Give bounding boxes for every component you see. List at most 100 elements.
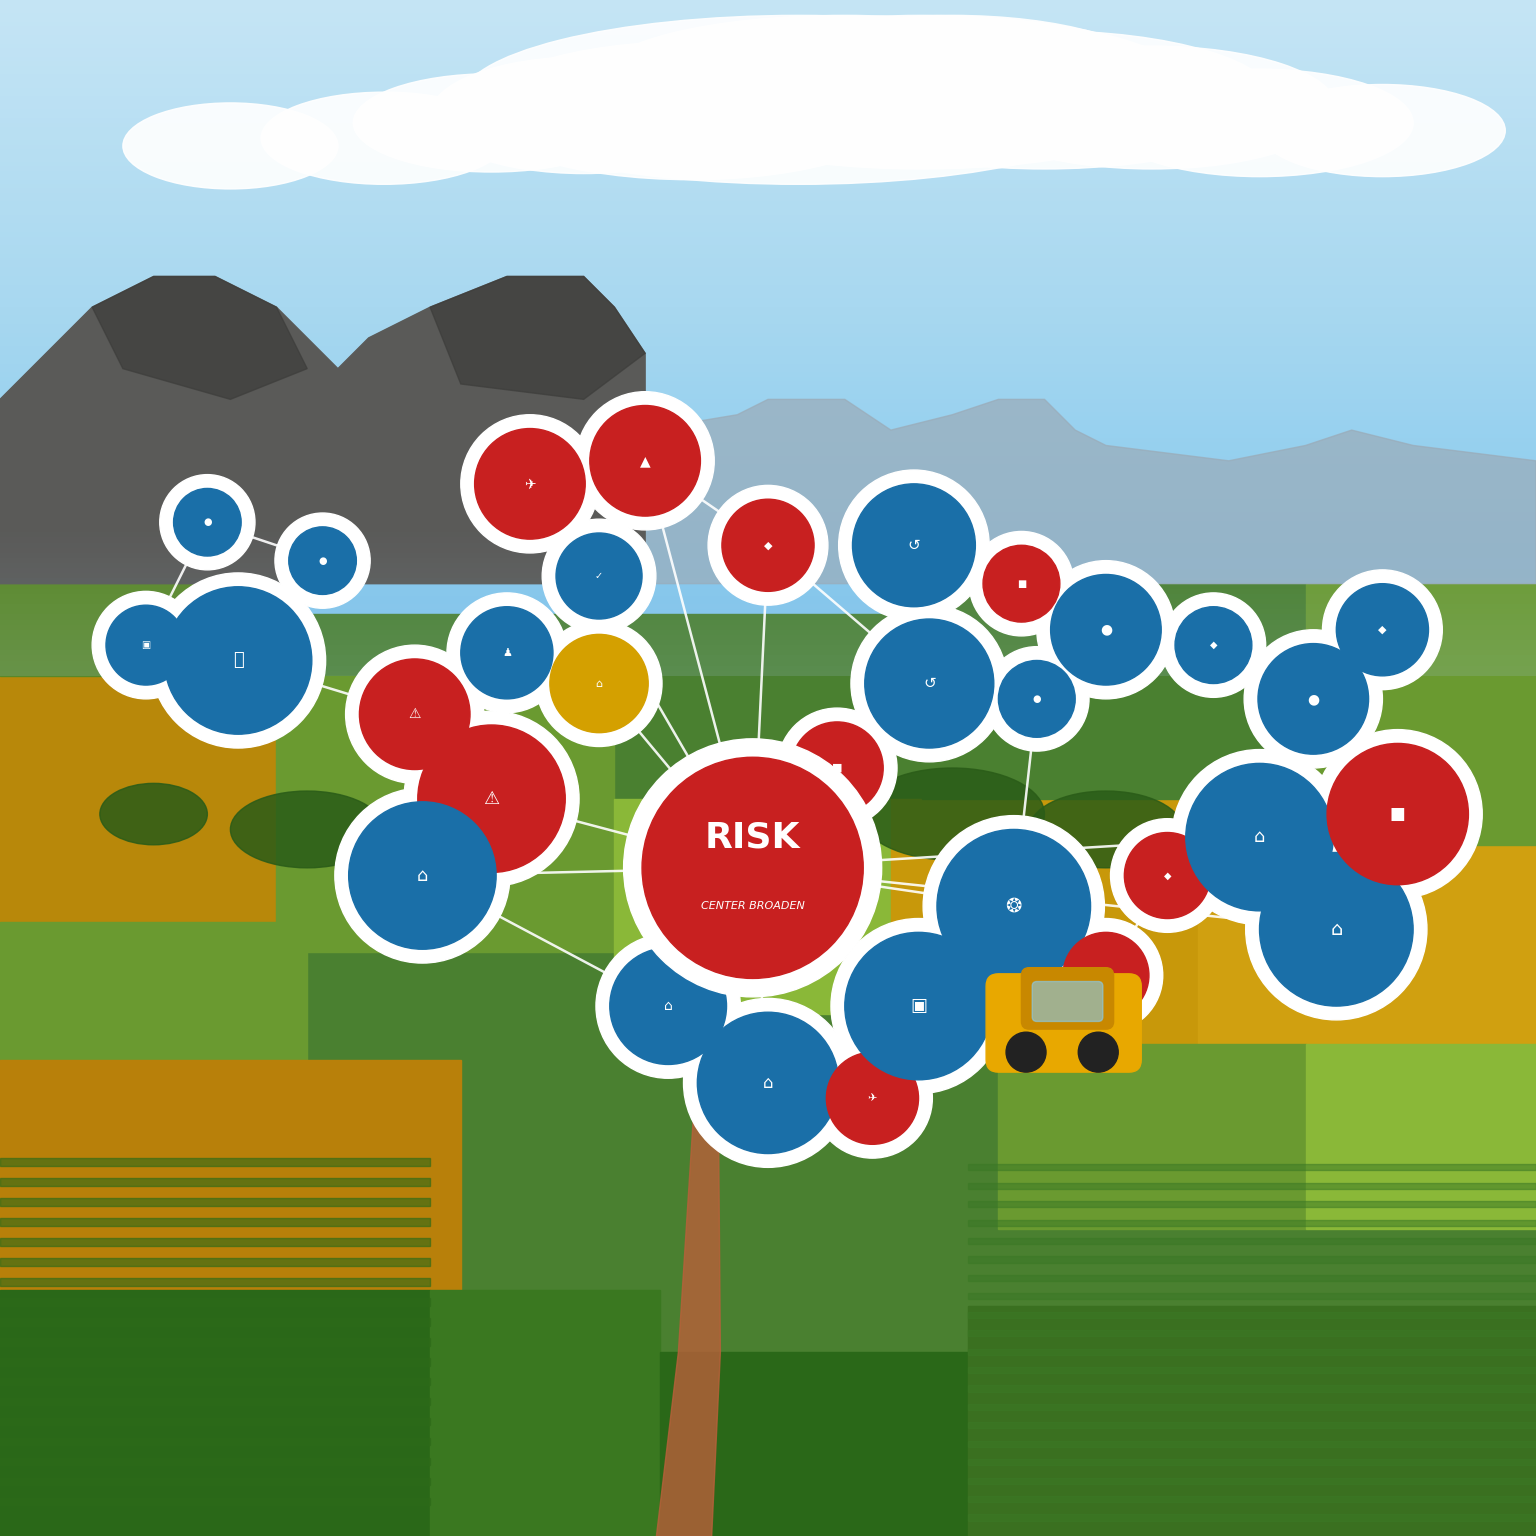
Circle shape <box>985 647 1089 751</box>
Circle shape <box>1078 1032 1118 1072</box>
Circle shape <box>536 621 662 746</box>
Circle shape <box>289 527 356 594</box>
Circle shape <box>839 470 989 621</box>
Text: ●: ● <box>1307 691 1319 707</box>
Circle shape <box>1322 570 1442 690</box>
Bar <box>968 1459 1536 1465</box>
Circle shape <box>596 934 740 1078</box>
Bar <box>0 1378 430 1385</box>
Circle shape <box>1049 919 1163 1032</box>
Circle shape <box>1327 743 1468 885</box>
Circle shape <box>92 591 200 699</box>
Circle shape <box>151 573 326 748</box>
Text: ◆: ◆ <box>1164 871 1170 880</box>
Circle shape <box>1313 730 1482 899</box>
Circle shape <box>418 725 565 872</box>
Circle shape <box>852 484 975 607</box>
Bar <box>0 922 307 1075</box>
Bar <box>968 1201 1536 1207</box>
Bar <box>0 1178 430 1186</box>
Bar <box>968 1275 1536 1281</box>
Circle shape <box>697 1012 839 1154</box>
Bar <box>968 1349 1536 1355</box>
Bar <box>0 1218 430 1226</box>
Circle shape <box>1244 630 1382 768</box>
Text: ↺: ↺ <box>908 538 920 553</box>
Circle shape <box>642 757 863 978</box>
Bar <box>276 676 614 952</box>
Ellipse shape <box>753 15 1152 132</box>
Circle shape <box>1186 763 1333 911</box>
Bar <box>968 1441 1536 1447</box>
Text: ❂: ❂ <box>1006 897 1021 915</box>
Bar <box>968 1220 1536 1226</box>
Text: ◆: ◆ <box>1210 641 1217 650</box>
Circle shape <box>865 619 994 748</box>
Circle shape <box>969 531 1074 636</box>
Bar <box>0 1298 430 1306</box>
Ellipse shape <box>645 15 1198 169</box>
Text: ✓: ✓ <box>594 571 604 581</box>
Polygon shape <box>645 399 1536 584</box>
Circle shape <box>106 605 186 685</box>
Bar <box>0 522 230 676</box>
FancyBboxPatch shape <box>1021 968 1114 1029</box>
Bar <box>0 1258 430 1266</box>
Bar <box>922 584 1306 799</box>
Circle shape <box>813 1038 932 1158</box>
Text: ▣: ▣ <box>141 641 151 650</box>
Circle shape <box>359 659 470 770</box>
Circle shape <box>461 607 553 699</box>
Circle shape <box>1124 833 1210 919</box>
Ellipse shape <box>968 46 1336 169</box>
FancyBboxPatch shape <box>1032 982 1103 1021</box>
Circle shape <box>777 708 897 828</box>
Ellipse shape <box>476 41 906 180</box>
Bar <box>968 1238 1536 1244</box>
Text: ⌂: ⌂ <box>664 998 673 1014</box>
Bar <box>968 1422 1536 1428</box>
Bar <box>968 1385 1536 1392</box>
Circle shape <box>556 533 642 619</box>
Bar <box>0 1338 430 1346</box>
Polygon shape <box>92 276 307 399</box>
Bar <box>968 1478 1536 1484</box>
Circle shape <box>346 645 484 783</box>
Circle shape <box>1175 607 1252 684</box>
Circle shape <box>983 545 1060 622</box>
Ellipse shape <box>461 15 1137 184</box>
Circle shape <box>542 519 656 633</box>
Ellipse shape <box>100 783 207 845</box>
Text: ⚠: ⚠ <box>484 790 499 808</box>
Text: ■: ■ <box>1390 805 1405 823</box>
Bar <box>968 1164 1536 1170</box>
Circle shape <box>937 829 1091 983</box>
Ellipse shape <box>261 92 507 184</box>
Bar <box>968 1514 1536 1521</box>
Circle shape <box>160 475 255 570</box>
Bar <box>891 799 1198 1044</box>
Bar <box>614 799 891 1014</box>
Text: ●: ● <box>1100 622 1112 637</box>
Bar <box>0 1498 430 1505</box>
Circle shape <box>831 919 1006 1094</box>
Circle shape <box>275 513 370 608</box>
Circle shape <box>1037 561 1175 699</box>
Ellipse shape <box>1137 814 1321 906</box>
Bar <box>0 614 1536 1536</box>
Ellipse shape <box>353 74 630 172</box>
Text: ✈: ✈ <box>1101 971 1111 980</box>
Polygon shape <box>430 276 645 399</box>
Ellipse shape <box>860 768 1044 860</box>
Text: ■: ■ <box>1017 579 1026 588</box>
Circle shape <box>610 948 727 1064</box>
Bar <box>968 1404 1536 1410</box>
Circle shape <box>1260 852 1413 1006</box>
Text: RISK: RISK <box>705 820 800 854</box>
Bar <box>968 1293 1536 1299</box>
Bar <box>968 1312 1536 1318</box>
Circle shape <box>164 587 312 734</box>
Ellipse shape <box>814 31 1275 169</box>
Circle shape <box>1111 819 1224 932</box>
Circle shape <box>404 711 579 886</box>
